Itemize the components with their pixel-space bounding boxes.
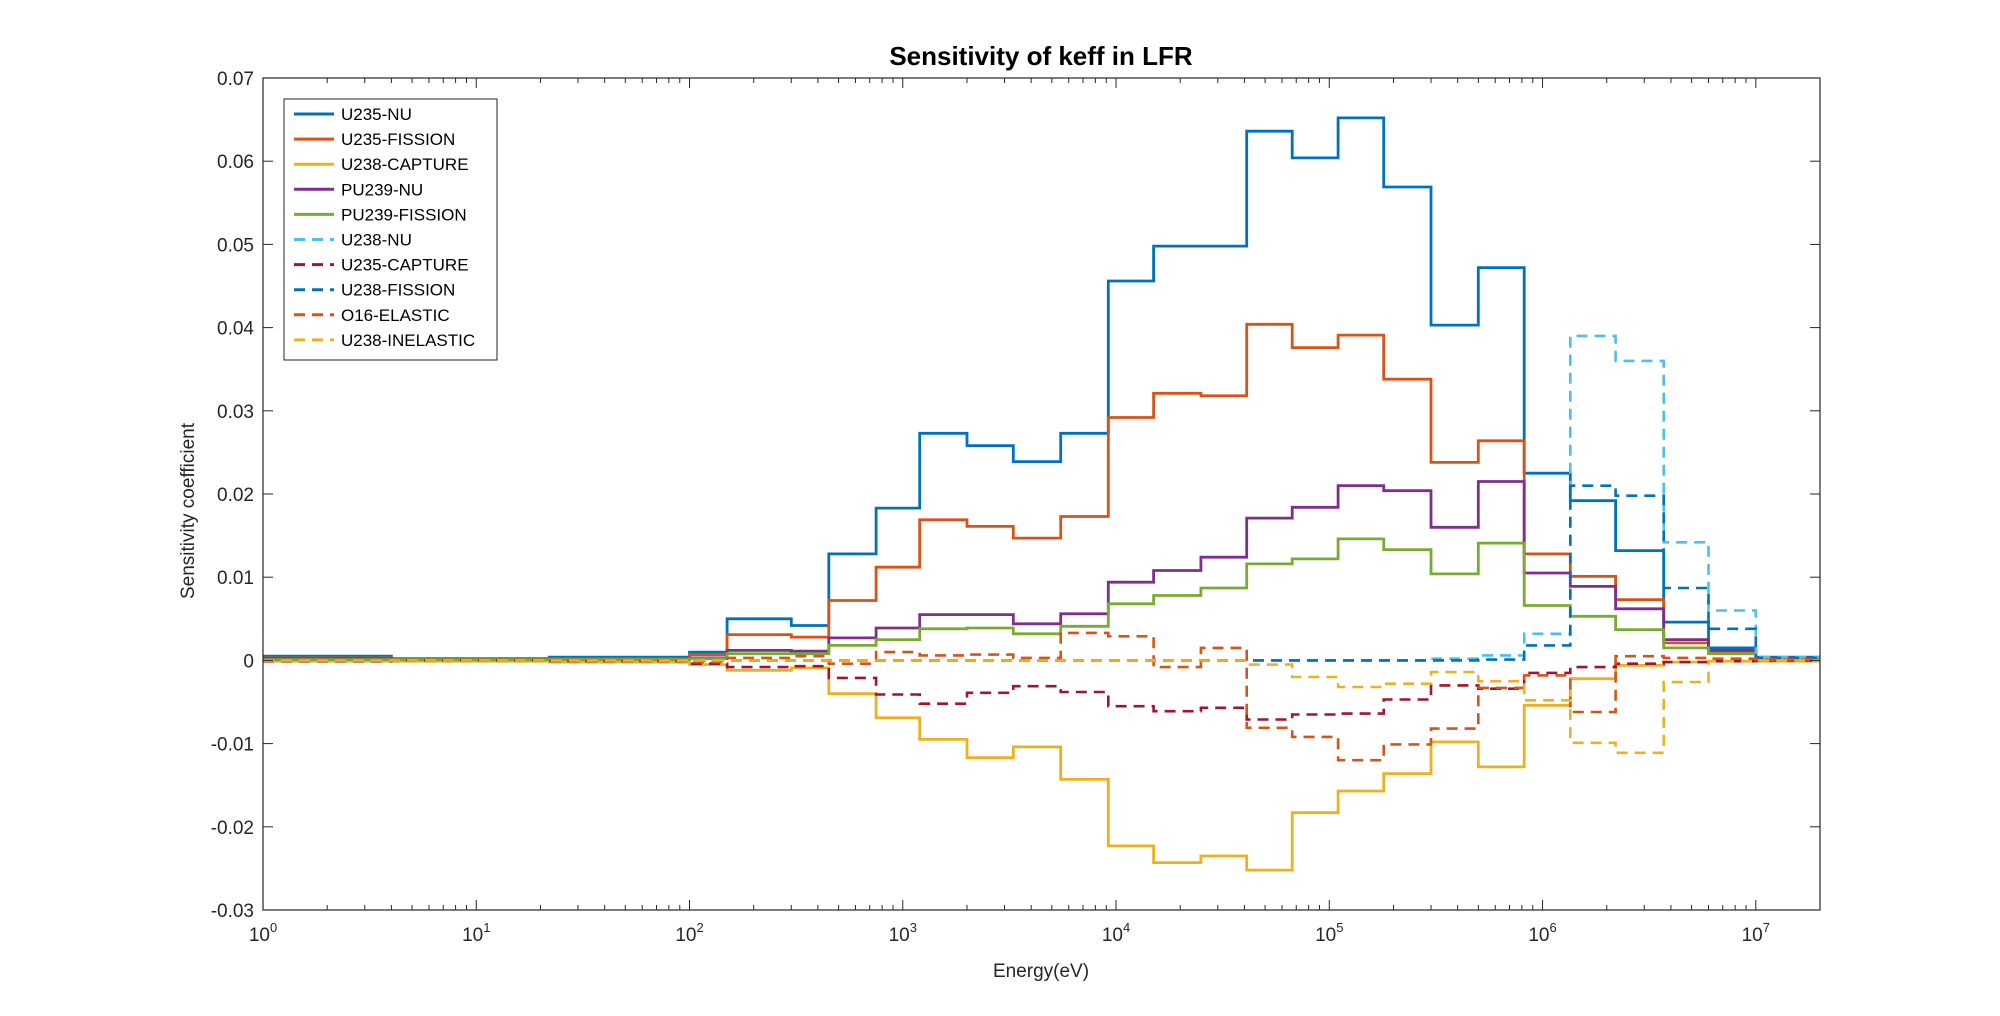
y-tick-label: 0	[243, 651, 254, 672]
x-tick-label: 107	[1742, 920, 1770, 946]
y-tick-label: -0.03	[211, 901, 254, 922]
legend-label: U235-NU	[341, 105, 412, 124]
legend-label: U235-FISSION	[341, 130, 455, 149]
legend-label: O16-ELASTIC	[341, 306, 450, 325]
y-tick-label: 0.06	[217, 152, 254, 173]
y-tick-label: 0.07	[217, 69, 254, 90]
x-tick-label: 104	[1102, 920, 1130, 946]
x-tick-label: 101	[462, 920, 490, 946]
tick-labels: 100 101 102 103 104 105 106 107 0.07 0.06 0.05 0.04…	[211, 69, 1770, 946]
series-line-u235-nu	[263, 116, 1820, 661]
x-tick-label: 100	[249, 920, 277, 946]
y-tick-label: -0.01	[211, 735, 254, 756]
x-tick-label: 105	[1315, 920, 1343, 946]
legend-label: U235-CAPTURE	[341, 256, 469, 275]
series-line-o16-elastic	[263, 631, 1820, 762]
y-tick-label: -0.02	[211, 818, 254, 839]
y-tick-label: 0.01	[217, 568, 254, 589]
chart-title: Sensitivity of keff in LFR	[889, 41, 1193, 71]
series-line-u235-fission	[263, 322, 1820, 661]
legend-label: U238-FISSION	[341, 281, 455, 300]
x-tick-label: 102	[675, 920, 703, 946]
y-tick-label: 0.04	[217, 319, 254, 340]
y-tick-label: 0.02	[217, 485, 254, 506]
legend-box	[283, 98, 498, 361]
y-tick-label: 0.03	[217, 402, 254, 423]
legend-label: U238-INELASTIC	[341, 331, 475, 350]
series-line-u235-capture	[263, 659, 1820, 721]
series-line-u238-capture	[263, 659, 1820, 872]
x-tick-label: 103	[889, 920, 917, 946]
axes	[262, 77, 1821, 911]
series-line-pu239-nu	[263, 480, 1820, 661]
legend-label: U238-NU	[341, 231, 412, 250]
series-line-u238-inelastic	[263, 659, 1820, 755]
x-tick-label: 106	[1528, 920, 1556, 946]
plot-area	[263, 116, 1820, 872]
legend-label: U238-CAPTURE	[341, 155, 469, 174]
legend-label: PU239-NU	[341, 180, 423, 199]
y-axis-label: Sensitivity coefficient	[178, 422, 199, 599]
x-axis-label: Energy(eV)	[993, 961, 1089, 982]
y-tick-label: 0.05	[217, 235, 254, 256]
legend-label: PU239-FISSION	[341, 205, 467, 224]
series-line-pu239-fission	[263, 537, 1820, 661]
legend: U235-NU U235-FISSION U238-CAPTURE PU239-NU P…	[283, 98, 498, 361]
